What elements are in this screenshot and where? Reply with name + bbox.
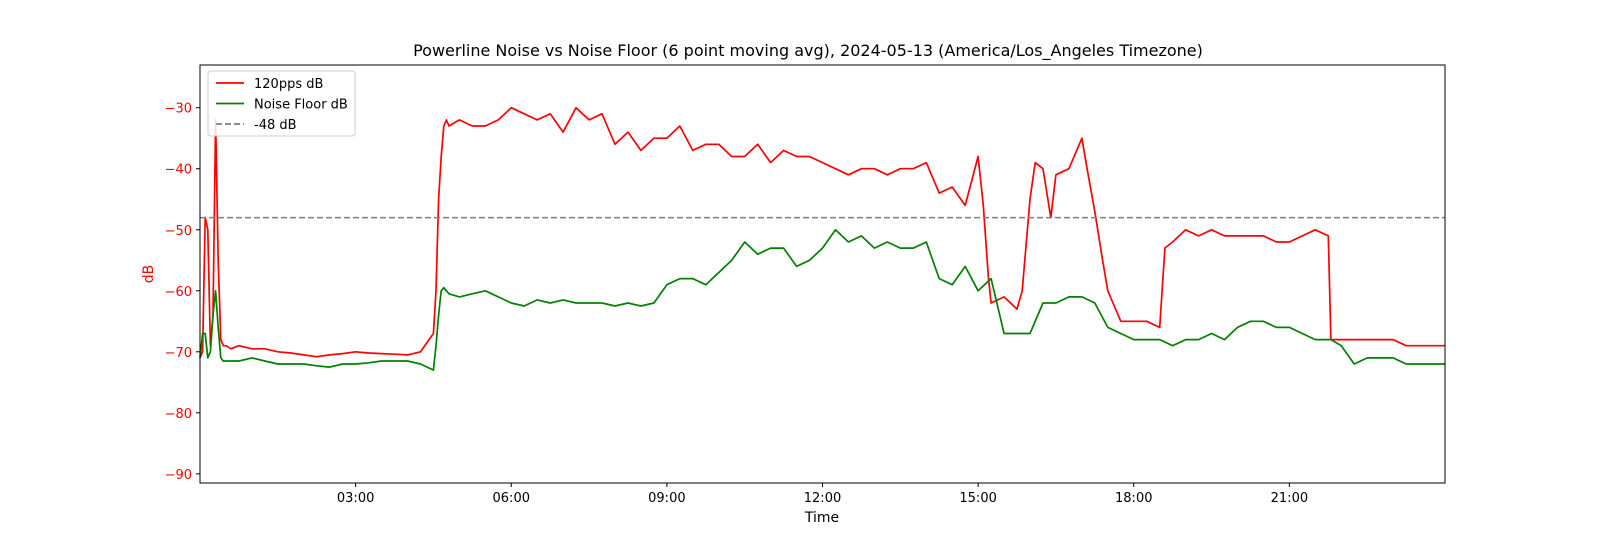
legend: 120pps dB Noise Floor dB -48 dB xyxy=(207,70,356,137)
y-tick-label: −70 xyxy=(165,346,192,361)
y-tick-label: −40 xyxy=(165,163,192,178)
y-tick-label: −60 xyxy=(165,285,192,300)
legend-label: Noise Floor dB xyxy=(254,98,348,113)
legend-box xyxy=(207,70,356,137)
y-tick-label: −90 xyxy=(165,468,192,483)
x-tick-label: 21:00 xyxy=(1271,491,1308,506)
series-line-0 xyxy=(199,106,1445,359)
legend-label: 120pps dB xyxy=(254,77,323,92)
x-tick-label: 03:00 xyxy=(337,491,374,506)
chart-title: Powerline Noise vs Noise Floor (6 point … xyxy=(413,41,1203,61)
series-layer xyxy=(199,106,1445,371)
y-tick-label: −50 xyxy=(165,224,192,239)
y-axis-label: dB xyxy=(141,265,157,284)
y-tick-label: −30 xyxy=(165,102,192,117)
x-tick-label: 09:00 xyxy=(648,491,685,506)
series-line-1 xyxy=(199,228,1445,371)
x-tick-label: 06:00 xyxy=(493,491,530,506)
legend-label: -48 dB xyxy=(254,118,297,133)
x-tick-label: 15:00 xyxy=(959,491,996,506)
x-tick-label: 18:00 xyxy=(1115,491,1152,506)
y-tick-label: −80 xyxy=(165,407,192,422)
y-axis: −30 −40 −50 −60 −70 −80 −90 xyxy=(165,102,200,483)
x-axis: 03:00 06:00 09:00 12:00 15:00 18:00 21:00 xyxy=(337,483,1308,506)
x-axis-label: Time xyxy=(804,510,839,526)
x-tick-label: 12:00 xyxy=(804,491,841,506)
